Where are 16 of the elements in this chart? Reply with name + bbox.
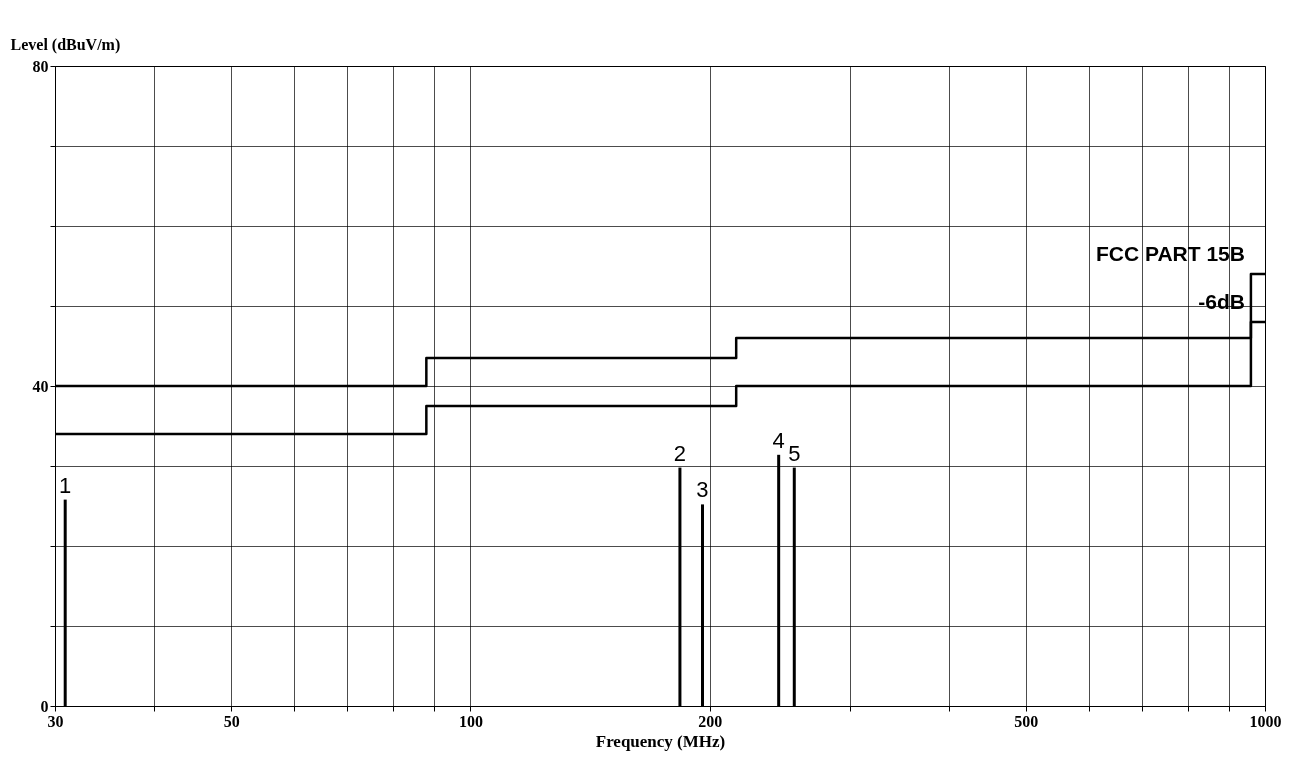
x-tick-label: 1000 [1249, 712, 1282, 730]
x-tick-label: 500 [1014, 712, 1039, 730]
y-tick-label: 40 [32, 377, 49, 395]
annotation: 1 [59, 472, 72, 498]
annotation: 2 [673, 440, 687, 466]
y-tick-label: 0 [40, 697, 49, 715]
annotation: 4 [772, 427, 785, 453]
x-tick-label: 50 [223, 712, 240, 730]
x-axis-title: Frequency (MHz) [595, 731, 726, 751]
x-tick-label: 30 [47, 712, 64, 730]
annotation: 3 [696, 477, 709, 503]
x-tick-label: 100 [458, 712, 483, 730]
y-tick-label: 80 [32, 57, 49, 75]
x-tick-label: 200 [698, 712, 723, 730]
annotation: 5 [788, 440, 801, 466]
y-axis-title: Level (dBuV/m) [10, 35, 121, 54]
